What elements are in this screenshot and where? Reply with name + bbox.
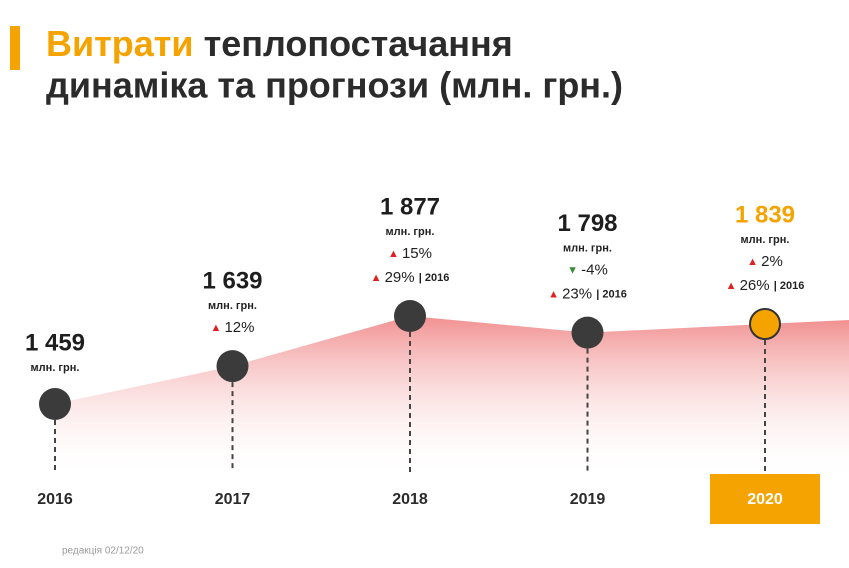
change-prev-value: -4%: [581, 262, 608, 279]
plot: 2016 млн. грн. 1 459 2017 ▲ 12% млн. грн. 1 63…: [25, 193, 849, 524]
chart-subtitle: динаміка та прогнози (млн. грн.): [46, 65, 623, 106]
value-label: 1 839: [735, 201, 795, 228]
base-label: | 2016: [419, 272, 450, 284]
x-tick-label: 2017: [215, 491, 251, 508]
change-prev: ▼ -4%: [567, 262, 608, 279]
change-prev: ▲ 12%: [211, 319, 255, 336]
down-triangle: ▼: [567, 265, 581, 277]
unit-label: млн. грн.: [208, 300, 257, 312]
value-label: 1 877: [380, 193, 440, 220]
unit-label: млн. грн.: [741, 234, 790, 246]
up-triangle: ▲: [747, 256, 761, 268]
point: [216, 350, 249, 383]
up-triangle: ▲: [371, 272, 385, 284]
change-base: ▲ 26% | 2016: [726, 277, 805, 294]
change-prev: ▲ 15%: [388, 245, 432, 262]
x-tick-label: 2020: [747, 491, 783, 508]
unit-label: млн. грн.: [386, 226, 435, 238]
change-prev: ▲ 2%: [747, 253, 783, 270]
highlight-box: [710, 474, 820, 524]
change-base-value: 23%: [562, 286, 592, 303]
value-label: 1 459: [25, 329, 85, 356]
title-accent: Витрати: [46, 23, 194, 64]
x-tick-label: 2019: [570, 491, 606, 508]
footnote: редакція 02/12/20: [62, 546, 144, 557]
point: [749, 308, 781, 340]
change-base-value: 29%: [385, 269, 415, 286]
value-label: 1 639: [202, 267, 262, 294]
change-prev-value: 12%: [224, 319, 254, 336]
title-accent-bar: [10, 26, 20, 70]
change-base: ▲ 23% | 2016: [548, 286, 627, 303]
up-triangle: ▲: [726, 280, 740, 292]
up-triangle: ▲: [211, 322, 225, 334]
base-label: | 2016: [774, 280, 805, 292]
title-rest: теплопостачання: [204, 23, 513, 64]
chart-title: Витрати теплопостачання: [46, 23, 513, 64]
change-base: ▲ 29% | 2016: [371, 269, 450, 286]
unit-label: млн. грн.: [31, 362, 80, 374]
up-triangle: ▲: [388, 248, 402, 260]
point: [39, 388, 71, 420]
change-base-value: 26%: [740, 277, 770, 294]
x-tick-label: 2018: [392, 491, 428, 508]
up-triangle: ▲: [548, 289, 562, 301]
base-label: | 2016: [596, 289, 627, 301]
x-tick-label: 2016: [37, 491, 73, 508]
value-label: 1 798: [557, 210, 617, 237]
area-extension: [765, 320, 849, 480]
point: [394, 300, 426, 332]
change-prev-value: 2%: [761, 253, 783, 270]
point: [571, 316, 604, 349]
unit-label: млн. грн.: [563, 243, 612, 255]
change-prev-value: 15%: [402, 245, 432, 262]
